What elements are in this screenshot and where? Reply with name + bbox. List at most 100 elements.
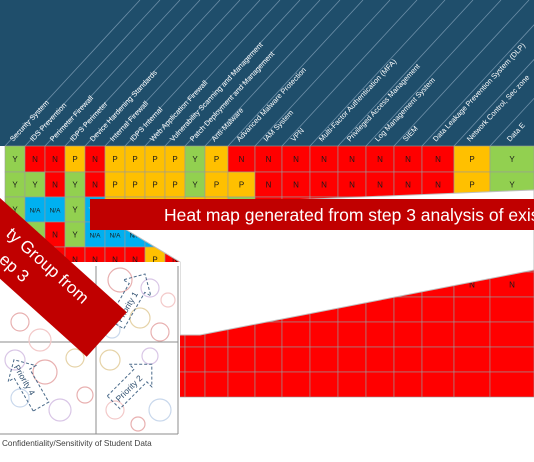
- header-divider-line: [365, 0, 502, 147]
- x-axis-label: Confidentiality/Sensitivity of Student D…: [2, 439, 152, 448]
- risk-bubble: [107, 267, 133, 293]
- heatmap-cell-value: N: [293, 155, 299, 164]
- heatmap-cell: [393, 296, 423, 323]
- header-divider-line: [24, 0, 161, 147]
- header-divider-line: [84, 0, 221, 147]
- heatmap-cell-value: Y: [12, 181, 18, 190]
- heatmap-cell-value: Y: [509, 155, 515, 164]
- heatmap-cell-value: N: [52, 181, 58, 190]
- heatmap-cell: [453, 371, 491, 398]
- heatmap-cell-value: P: [132, 181, 137, 190]
- heatmap-cell: [421, 296, 455, 323]
- header-divider-line: [124, 0, 261, 147]
- heatmap-cell: [309, 145, 339, 173]
- header-divider-line: [164, 0, 301, 147]
- heatmap-cell-value: Y: [32, 181, 38, 190]
- heatmap-cell: [489, 296, 534, 323]
- heatmap-cell-value: Y: [72, 231, 78, 240]
- heatmap-cell-value: Y: [12, 206, 18, 215]
- heatmap-cell-value: N: [92, 181, 98, 190]
- banner-box: [90, 199, 534, 230]
- heatmap-cell: [227, 145, 256, 173]
- header-divider-line: [4, 0, 141, 147]
- heatmap-cell: [309, 371, 339, 398]
- heatmap-cell: [489, 346, 534, 373]
- heatmap-cell: [309, 346, 339, 373]
- heatmap-cell: [421, 171, 455, 198]
- header-divider-line: [309, 0, 446, 147]
- header-divider-line: [44, 0, 181, 147]
- heatmap-cell: [489, 145, 534, 173]
- heatmap-cell: [337, 145, 367, 173]
- heatmap-cell-value: P: [152, 181, 157, 190]
- heatmap-cell-value: N: [321, 155, 327, 164]
- header-divider-line: [184, 0, 321, 147]
- heatmap-cell: [254, 321, 283, 348]
- heatmap-cell-value: N/A: [130, 233, 142, 240]
- risk-bubble: [160, 292, 176, 308]
- heatmap-cell: [421, 145, 455, 173]
- risk-bubble: [76, 386, 94, 404]
- heatmap-cell-value: Y: [72, 181, 78, 190]
- risk-bubble: [48, 398, 72, 422]
- heatmap-cell: [365, 321, 395, 348]
- heatmap-cell-value: P: [214, 155, 219, 164]
- heatmap-cell-value: N: [172, 256, 178, 265]
- heatmap-cell-value: P: [132, 155, 137, 164]
- heatmap-cell-value: N: [293, 181, 299, 190]
- risk-bubble: [4, 349, 26, 371]
- heatmap-cell: [453, 346, 491, 373]
- heatmap-cell-value: N: [377, 155, 383, 164]
- heatmap-cell: [393, 171, 423, 198]
- heatmap-cell: [254, 346, 283, 373]
- header-divider-line: [453, 58, 534, 147]
- heatmap-cell-value: N: [435, 181, 441, 190]
- header-divider-line: [64, 0, 201, 147]
- heatmap-cell-value: N: [509, 281, 515, 290]
- risk-bubble: [65, 348, 85, 368]
- heatmap-cell-value: N: [266, 181, 272, 190]
- heatmap-cell-value: P: [172, 155, 177, 164]
- heatmap-cell: [421, 321, 455, 348]
- header-divider-line: [227, 0, 364, 147]
- heatmap-cell: [421, 371, 455, 398]
- heatmap-cell: [227, 371, 256, 398]
- heatmap-cell: [254, 371, 283, 398]
- heatmap-cell-value: P: [112, 181, 117, 190]
- heatmap-cell: [337, 321, 367, 348]
- heatmap-cell-value: N: [72, 256, 78, 265]
- heatmap-cell: [393, 321, 423, 348]
- heatmap-cell: [421, 346, 455, 373]
- header-divider-line: [254, 0, 391, 147]
- heatmap-cell: [365, 346, 395, 373]
- heatmap-cell-value: N: [52, 231, 58, 240]
- risk-bubble: [140, 278, 160, 298]
- heatmap-cell-value: Y: [12, 155, 18, 164]
- heatmap-cell-value: N: [32, 155, 38, 164]
- heatmap-cell: [281, 321, 311, 348]
- heatmap-cell: [489, 321, 534, 348]
- header-divider-line: [489, 97, 534, 147]
- heatmap-cell: [365, 145, 395, 173]
- risk-bubble: [99, 349, 121, 371]
- header-band: [0, 0, 534, 146]
- heatmap-cell: [184, 346, 206, 373]
- heatmap-cell-value: P: [214, 181, 219, 190]
- risk-bubble: [148, 398, 172, 422]
- heatmap-cell-value: N: [405, 155, 411, 164]
- heatmap-cell-value: N: [132, 256, 138, 265]
- risk-bubble: [28, 328, 52, 352]
- heatmap-cell-value: N/A: [30, 208, 42, 215]
- heatmap-cell-value: Y: [192, 181, 198, 190]
- header-divider-line: [204, 0, 341, 147]
- risk-bubble: [105, 400, 125, 420]
- heatmap-cell: [204, 346, 229, 373]
- heatmap-cell: [393, 371, 423, 398]
- header-divider-line: [281, 0, 418, 147]
- banner-text: Heat map generated from step 3 analysis …: [164, 205, 534, 225]
- heatmap-cell-value: N: [469, 281, 475, 290]
- heatmap-cell-value: N/A: [50, 208, 62, 215]
- heatmap-cell-value: N: [435, 155, 441, 164]
